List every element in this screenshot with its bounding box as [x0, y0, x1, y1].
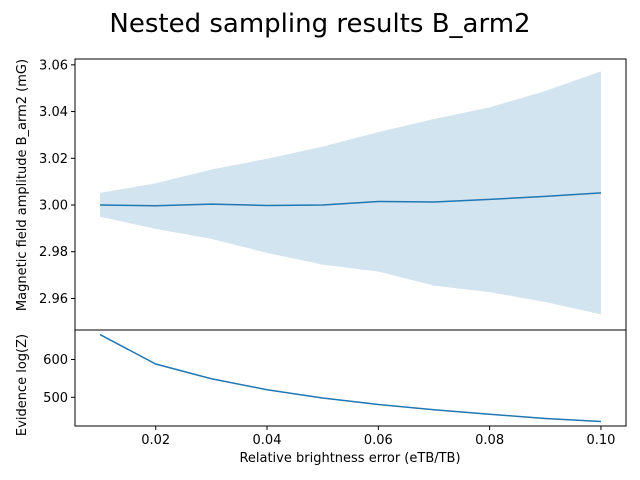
- top-y-tick-label: 2.96: [39, 292, 68, 307]
- top-panel: 2.96 2.98 3.00 3.02 3.04 3.06: [39, 58, 627, 331]
- bottom-y-tick-label: 500: [43, 391, 68, 406]
- bottom-panel: 500 600 0.02 0.04 0.06 0.08 0.10: [43, 329, 627, 448]
- x-axis-label: Relative brightness error (eTB/TB): [239, 451, 460, 466]
- top-y-tick-label: 3.00: [39, 199, 68, 214]
- x-tick-label: 0.06: [364, 433, 393, 448]
- x-tick-label: 0.04: [253, 433, 282, 448]
- bottom-axes-frame: [74, 329, 627, 427]
- top-y-tick-label: 3.02: [39, 152, 68, 167]
- top-y-tick-label: 2.98: [39, 245, 68, 260]
- top-y-axis-label: Magnetic field amplitude B_arm2 (mG): [15, 59, 30, 311]
- chart-title: Nested sampling results B_arm2: [109, 9, 530, 39]
- top-series-line-0: [100, 192, 602, 207]
- x-tick-label: 0.08: [475, 433, 504, 448]
- top-y-tick-label: 3.06: [39, 58, 68, 73]
- x-tick-label: 0.10: [586, 433, 615, 448]
- top-y-tick-label: 3.04: [39, 105, 68, 120]
- top-confidence-band: [100, 71, 601, 315]
- bottom-series-line-0: [99, 333, 601, 423]
- bottom-y-axis-label: Evidence log(Z): [15, 334, 30, 436]
- x-tick-label: 0.02: [141, 433, 170, 448]
- bottom-y-tick-label: 600: [43, 353, 68, 368]
